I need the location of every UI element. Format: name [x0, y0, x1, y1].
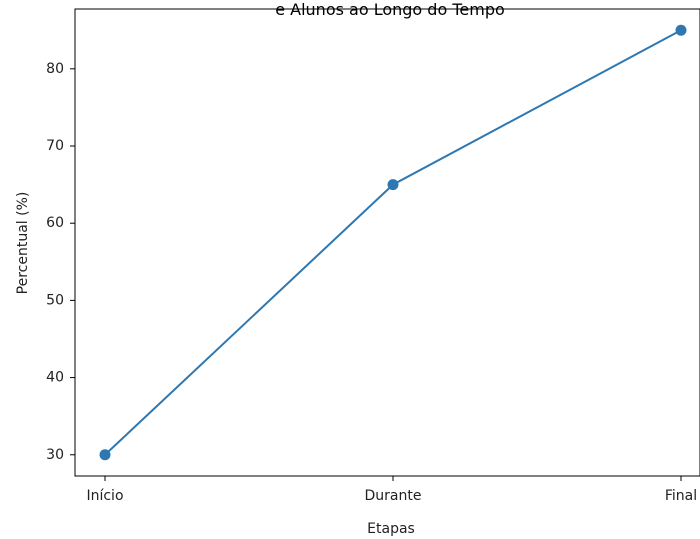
- plot-frame: [74, 8, 700, 477]
- y-tick-label: 60: [46, 215, 64, 231]
- data-point: [675, 24, 687, 36]
- y-tick-label: 50: [46, 292, 64, 308]
- y-tick-label: 80: [46, 61, 64, 77]
- y-axis-label: Percentual (%): [15, 192, 31, 295]
- y-tick-label: 30: [46, 447, 64, 463]
- y-tick-label: 70: [46, 138, 64, 154]
- y-axis: 30 40 50 60 70 80: [46, 61, 75, 463]
- data-point: [99, 449, 111, 461]
- x-tick-label: Final: [665, 488, 697, 504]
- x-axis-label: Etapas: [367, 521, 415, 537]
- x-tick-label: Durante: [365, 488, 422, 504]
- data-point: [387, 179, 399, 191]
- x-tick-label: Início: [86, 488, 123, 504]
- series-layer: [99, 24, 687, 461]
- series-line: [104, 29, 682, 456]
- x-axis: Início Durante Final: [86, 476, 697, 504]
- y-tick-label: 40: [46, 370, 64, 386]
